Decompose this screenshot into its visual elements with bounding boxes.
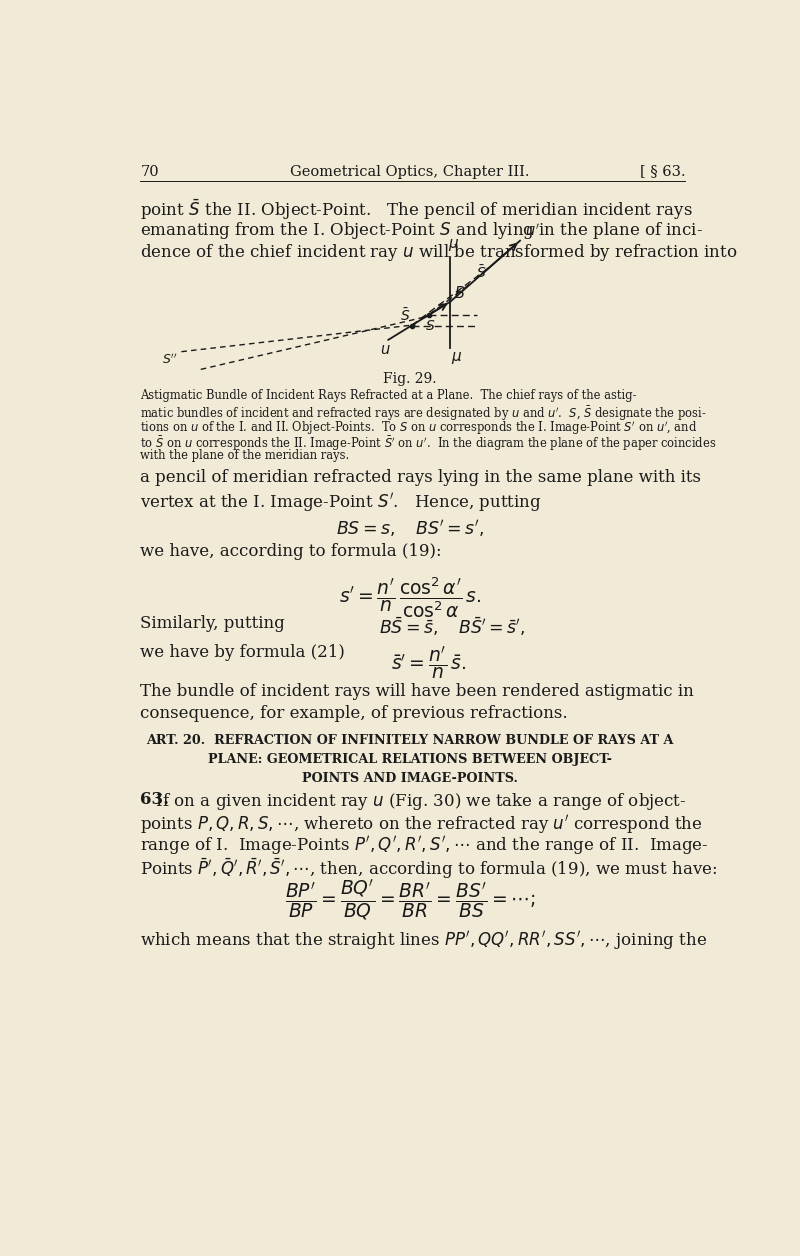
Text: ART. 20.  REFRACTION OF INFINITELY NARROW BUNDLE OF RAYS AT A: ART. 20. REFRACTION OF INFINITELY NARROW… <box>146 735 674 747</box>
Text: Points $\bar{P}', \bar{Q}', \bar{R}', \bar{S}', \cdots$, then, according to form: Points $\bar{P}', \bar{Q}', \bar{R}', \b… <box>140 857 718 880</box>
Text: $S$: $S$ <box>425 319 435 333</box>
Text: POINTS AND IMAGE-POINTS.: POINTS AND IMAGE-POINTS. <box>302 772 518 785</box>
Text: matic bundles of incident and refracted rays are designated by $u$ and $u'$.  $S: matic bundles of incident and refracted … <box>140 404 707 423</box>
Text: consequence, for example, of previous refractions.: consequence, for example, of previous re… <box>140 705 568 722</box>
Text: vertex at the I. Image-Point $S'$.   Hence, putting: vertex at the I. Image-Point $S'$. Hence… <box>140 491 542 515</box>
Text: $\bar{S}$: $\bar{S}$ <box>476 264 486 280</box>
Text: Similarly, putting: Similarly, putting <box>140 615 285 632</box>
Text: dence of the chief incident ray $u$ will be transformed by refraction into: dence of the chief incident ray $u$ will… <box>140 241 738 263</box>
Text: $u$: $u$ <box>380 343 390 357</box>
Text: points $P, Q, R, S, \cdots$, whereto on the refracted ray $u'$ correspond the: points $P, Q, R, S, \cdots$, whereto on … <box>140 813 702 835</box>
Text: we have by formula (21): we have by formula (21) <box>140 644 345 662</box>
Text: $u'$: $u'$ <box>525 222 539 239</box>
Text: [ § 63.: [ § 63. <box>639 165 685 178</box>
Text: If on a given incident ray $u$ (Fig. 30) we take a range of object-: If on a given incident ray $u$ (Fig. 30)… <box>140 790 687 811</box>
Text: we have, according to formula (19):: we have, according to formula (19): <box>140 544 442 560</box>
Text: to $\bar{S}$ on $u$ corresponds the II. Image-Point $\bar{S}'$ on $u'$.  In the : to $\bar{S}$ on $u$ corresponds the II. … <box>140 435 717 453</box>
Text: emanating from the I. Object-Point $S$ and lying in the plane of inci-: emanating from the I. Object-Point $S$ a… <box>140 220 703 241</box>
Text: PLANE: GEOMETRICAL RELATIONS BETWEEN OBJECT-: PLANE: GEOMETRICAL RELATIONS BETWEEN OBJ… <box>208 754 612 766</box>
Text: 70: 70 <box>140 165 159 178</box>
Text: $B$: $B$ <box>454 285 466 301</box>
Text: point $\bar{S}$ the II. Object-Point.   The pencil of meridian incident rays: point $\bar{S}$ the II. Object-Point. Th… <box>140 197 693 222</box>
Text: $\bar{s}' = \dfrac{n'}{n}\, \bar{s}.$: $\bar{s}' = \dfrac{n'}{n}\, \bar{s}.$ <box>390 644 466 681</box>
Text: $S''$: $S''$ <box>162 352 178 367</box>
Text: Fig. 29.: Fig. 29. <box>383 373 437 387</box>
Text: $BS = s,\quad BS' = s',$: $BS = s,\quad BS' = s',$ <box>336 517 484 539</box>
Text: with the plane of the meridian rays.: with the plane of the meridian rays. <box>140 450 350 462</box>
Text: $B\bar{S} = \bar{s},\quad B\bar{S}' = \bar{s}',$: $B\bar{S} = \bar{s},\quad B\bar{S}' = \b… <box>379 615 526 638</box>
Text: The bundle of incident rays will have been rendered astigmatic in: The bundle of incident rays will have be… <box>140 683 694 700</box>
Text: tions on $u$ of the I. and II. Object-Points.  To $S$ on $u$ corresponds the I. : tions on $u$ of the I. and II. Object-Po… <box>140 420 698 437</box>
Text: 63.: 63. <box>140 790 170 808</box>
Text: $\dfrac{BP'}{BP} = \dfrac{BQ'}{BQ} = \dfrac{BR'}{BR} = \dfrac{BS'}{BS} = \cdots;: $\dfrac{BP'}{BP} = \dfrac{BQ'}{BQ} = \df… <box>285 877 535 922</box>
Text: Geometrical Optics, Chapter III.: Geometrical Optics, Chapter III. <box>290 165 530 178</box>
Text: a pencil of meridian refracted rays lying in the same plane with its: a pencil of meridian refracted rays lyin… <box>140 470 702 486</box>
Text: $\mu$: $\mu$ <box>451 350 462 367</box>
Text: range of I.  Image-Points $P', Q', R', S', \cdots$ and the range of II.  Image-: range of I. Image-Points $P', Q', R', S'… <box>140 834 709 858</box>
Text: Astigmatic Bundle of Incident Rays Refracted at a Plane.  The chief rays of the : Astigmatic Bundle of Incident Rays Refra… <box>140 389 637 402</box>
Text: $\bar{S}$: $\bar{S}$ <box>400 308 410 324</box>
Text: which means that the straight lines $PP', QQ', RR', SS', \cdots$, joining the: which means that the straight lines $PP'… <box>140 929 707 952</box>
Text: $\mu$: $\mu$ <box>448 237 459 254</box>
Text: $s' = \dfrac{n'}{n}\, \dfrac{\cos^2 \alpha'}{\cos^2 \alpha}\, s.$: $s' = \dfrac{n'}{n}\, \dfrac{\cos^2 \alp… <box>339 575 481 620</box>
